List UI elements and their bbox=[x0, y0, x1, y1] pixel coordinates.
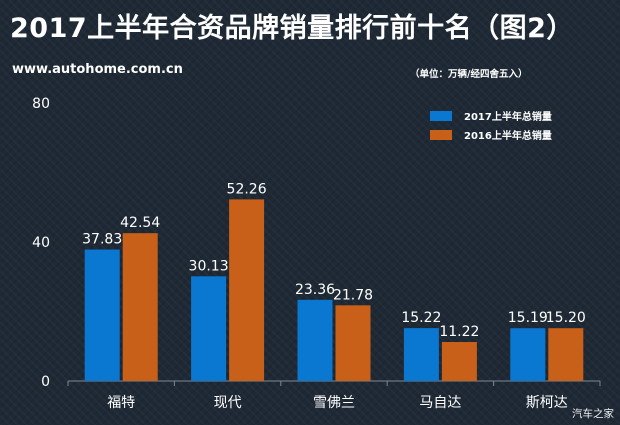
watermark: 汽车之家 bbox=[572, 408, 614, 420]
bar bbox=[548, 328, 584, 381]
source-url: www.autohome.com.cn bbox=[12, 62, 183, 77]
value-label: 15.22 bbox=[401, 310, 441, 326]
value-label: 21.78 bbox=[333, 287, 373, 303]
category-label: 马自达 bbox=[419, 395, 461, 411]
value-label: 42.54 bbox=[120, 215, 160, 231]
bar bbox=[403, 328, 439, 381]
bar bbox=[191, 276, 227, 381]
y-tick-label: 40 bbox=[32, 235, 50, 251]
legend-label: 2016上半年总销量 bbox=[464, 129, 552, 142]
value-label: 11.22 bbox=[439, 324, 479, 340]
bar bbox=[84, 249, 120, 381]
chart-title: 2017上半年合资品牌销量排行前十名（图2） bbox=[10, 13, 574, 44]
legend-swatch bbox=[430, 111, 452, 121]
value-label: 30.13 bbox=[189, 258, 229, 274]
value-label: 52.26 bbox=[227, 181, 267, 197]
value-label: 23.36 bbox=[295, 282, 335, 298]
category-label: 斯柯达 bbox=[526, 395, 568, 411]
y-tick-label: 0 bbox=[41, 374, 50, 390]
legend: 2017上半年总销量 2016上半年总销量 bbox=[430, 110, 552, 142]
bar bbox=[122, 233, 158, 381]
bar bbox=[510, 328, 546, 381]
bar bbox=[441, 342, 477, 381]
category-label: 雪佛兰 bbox=[313, 395, 355, 411]
category-label: 现代 bbox=[214, 395, 242, 411]
unit-note: （单位：万辆/经四舍五入） bbox=[410, 69, 528, 80]
value-label: 15.20 bbox=[546, 310, 586, 326]
bar bbox=[297, 299, 333, 381]
value-label: 37.83 bbox=[82, 232, 122, 248]
category-label: 福特 bbox=[107, 395, 135, 411]
category-labels: 福特 现代 雪佛兰 马自达 斯柯达 bbox=[107, 395, 568, 411]
y-tick-label: 80 bbox=[32, 96, 50, 112]
legend-swatch bbox=[430, 130, 452, 140]
legend-label: 2017上半年总销量 bbox=[464, 110, 552, 123]
bars bbox=[84, 199, 584, 381]
bar bbox=[335, 305, 371, 381]
value-label: 15.19 bbox=[508, 310, 548, 326]
bar bbox=[229, 199, 265, 381]
